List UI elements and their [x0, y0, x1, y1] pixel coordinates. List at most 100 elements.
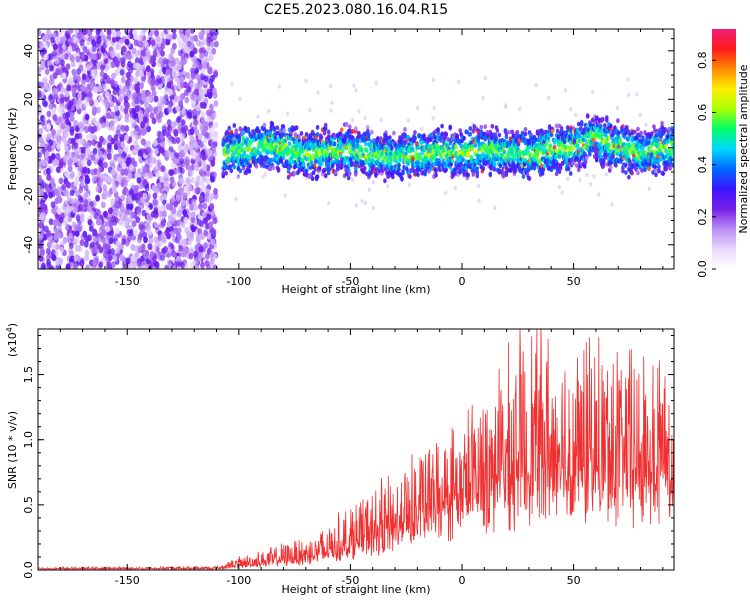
- noise-cell: [189, 204, 194, 211]
- noise-cell: [77, 194, 83, 202]
- noise-cell: [100, 34, 106, 42]
- noise-cell: [135, 104, 141, 112]
- signal-cell: [248, 139, 253, 145]
- signal-cell: [462, 135, 467, 141]
- noise-cell: [107, 153, 112, 161]
- noise-cell: [61, 183, 66, 191]
- noise-cell: [205, 253, 210, 260]
- noise-cell: [88, 225, 94, 232]
- noise-cell: [180, 261, 185, 269]
- noise-cell: [112, 255, 118, 262]
- noise-cell: [202, 202, 208, 210]
- noise-cell: [62, 137, 68, 145]
- noise-cell: [66, 181, 71, 189]
- noise-cell: [134, 172, 140, 179]
- noise-cell: [180, 132, 186, 140]
- noise-cell: [202, 211, 207, 219]
- noise-cell: [179, 157, 184, 165]
- signal-cell: [288, 172, 293, 177]
- scatter-cell: [589, 182, 593, 187]
- noise-cell: [210, 192, 215, 200]
- noise-cell: [183, 45, 189, 53]
- noise-cell: [120, 124, 126, 132]
- noise-cell: [176, 210, 182, 218]
- signal-cell: [392, 130, 396, 136]
- noise-cell: [49, 64, 54, 72]
- signal-cell: [348, 124, 352, 130]
- noise-cell: [116, 124, 122, 131]
- noise-cell: [160, 254, 166, 261]
- noise-cell: [147, 229, 153, 236]
- signal-cell: [354, 126, 358, 132]
- noise-cell: [213, 29, 219, 36]
- noise-cell: [146, 213, 152, 221]
- noise-cell: [69, 126, 75, 133]
- noise-cell: [198, 41, 204, 48]
- scatter-cell: [638, 113, 642, 118]
- noise-cell: [96, 235, 102, 243]
- noise-cell: [91, 139, 97, 146]
- noise-cell: [198, 203, 203, 210]
- signal-cell: [330, 163, 335, 169]
- scatter-cell: [591, 89, 595, 95]
- noise-cell: [203, 50, 209, 57]
- noise-cell: [105, 39, 111, 46]
- signal-cell: [332, 141, 337, 147]
- noise-cell: [206, 33, 212, 40]
- noise-cell: [212, 217, 218, 225]
- noise-cell: [213, 188, 218, 195]
- signal-cell: [354, 171, 358, 177]
- noise-cell: [46, 167, 51, 175]
- noise-cell: [178, 187, 183, 195]
- scatter-cell: [351, 117, 355, 123]
- noise-cell: [189, 169, 195, 177]
- noise-cell: [106, 112, 111, 120]
- noise-cell: [127, 53, 133, 61]
- noise-cell: [117, 198, 123, 206]
- scatter-cell: [256, 114, 260, 120]
- noise-cell: [87, 205, 92, 213]
- noise-cell: [142, 116, 148, 123]
- noise-cell: [41, 262, 46, 269]
- signal-cell: [257, 129, 262, 135]
- noise-cell: [131, 47, 137, 55]
- noise-cell: [93, 212, 99, 220]
- noise-cell: [195, 151, 201, 158]
- scatter-cell: [408, 182, 412, 187]
- noise-cell: [209, 202, 215, 210]
- scatter-cell: [569, 107, 573, 112]
- signal-cell: [303, 138, 308, 144]
- scatter-cell: [330, 100, 334, 105]
- noise-cell: [135, 216, 141, 224]
- signal-cell: [510, 129, 515, 135]
- signal-cell: [287, 141, 292, 147]
- noise-cell: [140, 65, 146, 72]
- signal-cell: [312, 163, 317, 168]
- noise-cell: [38, 29, 42, 37]
- signal-cell: [470, 143, 475, 149]
- noise-cell: [134, 184, 140, 192]
- noise-cell: [88, 96, 94, 104]
- noise-cell: [180, 81, 185, 89]
- signal-cell: [262, 126, 267, 132]
- signal-cell: [221, 142, 225, 148]
- noise-cell: [184, 156, 190, 164]
- noise-cell: [195, 88, 200, 96]
- noise-cell: [177, 144, 183, 152]
- noise-cell: [68, 76, 74, 84]
- noise-cell: [170, 230, 176, 238]
- signal-cell: [308, 133, 313, 138]
- noise-cell: [50, 36, 56, 44]
- noise-cell: [146, 71, 152, 78]
- noise-cell: [43, 100, 48, 108]
- noise-cell: [137, 244, 143, 252]
- noise-cell: [84, 174, 90, 182]
- scatter-cell: [444, 190, 448, 196]
- signal-cell: [436, 127, 440, 132]
- noise-cell: [79, 215, 85, 223]
- noise-cell: [160, 140, 166, 148]
- noise-cell: [180, 119, 186, 126]
- noise-cell: [92, 53, 98, 61]
- noise-cell: [181, 58, 187, 65]
- noise-cell: [143, 236, 148, 244]
